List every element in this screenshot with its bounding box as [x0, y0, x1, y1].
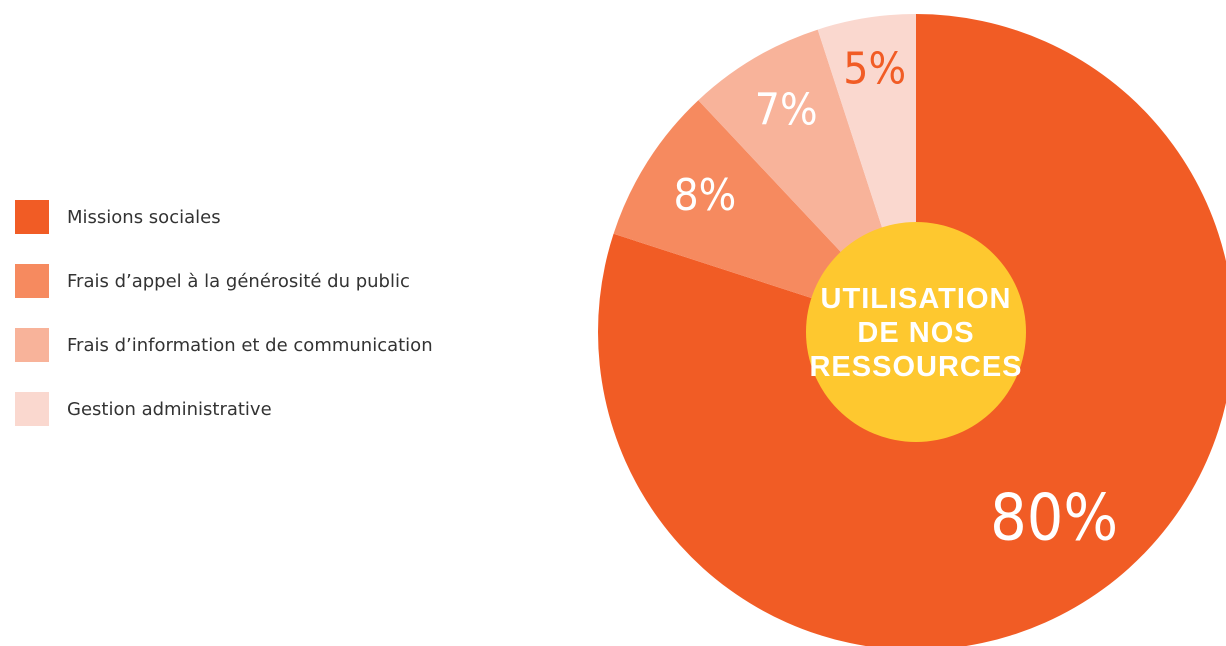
legend-swatch	[15, 264, 49, 298]
chart-legend: Missions sociales Frais d’appel à la gén…	[15, 200, 433, 456]
pie-slice-label: 8%	[674, 170, 737, 221]
pie-slice-label: 80%	[990, 482, 1118, 556]
legend-label: Frais d’information et de communication	[67, 334, 433, 356]
center-label-line: RESSOURCES	[809, 351, 1022, 383]
pie-slice-label: 5%	[843, 43, 906, 94]
center-label-line: DE NOS	[857, 317, 974, 349]
legend-label: Gestion administrative	[67, 398, 272, 420]
legend-item-missions-sociales: Missions sociales	[15, 200, 433, 234]
legend-item-gestion-administrative: Gestion administrative	[15, 392, 433, 426]
pie-slice-label: 7%	[755, 85, 818, 136]
legend-item-frais-information: Frais d’information et de communication	[15, 328, 433, 362]
legend-label: Frais d’appel à la générosité du public	[67, 270, 410, 292]
legend-swatch	[15, 200, 49, 234]
legend-swatch	[15, 392, 49, 426]
legend-item-frais-appel: Frais d’appel à la générosité du public	[15, 264, 433, 298]
pie-center-circle	[806, 222, 1026, 442]
pie-slice-labels: 80% 8% 7% 5%	[674, 43, 1119, 555]
pie-center-title: UTILISATION DE NOS RESSOURCES	[809, 283, 1022, 383]
legend-swatch	[15, 328, 49, 362]
pie-slice	[598, 14, 1226, 646]
center-label-line: UTILISATION	[821, 283, 1012, 315]
legend-label: Missions sociales	[67, 206, 221, 228]
